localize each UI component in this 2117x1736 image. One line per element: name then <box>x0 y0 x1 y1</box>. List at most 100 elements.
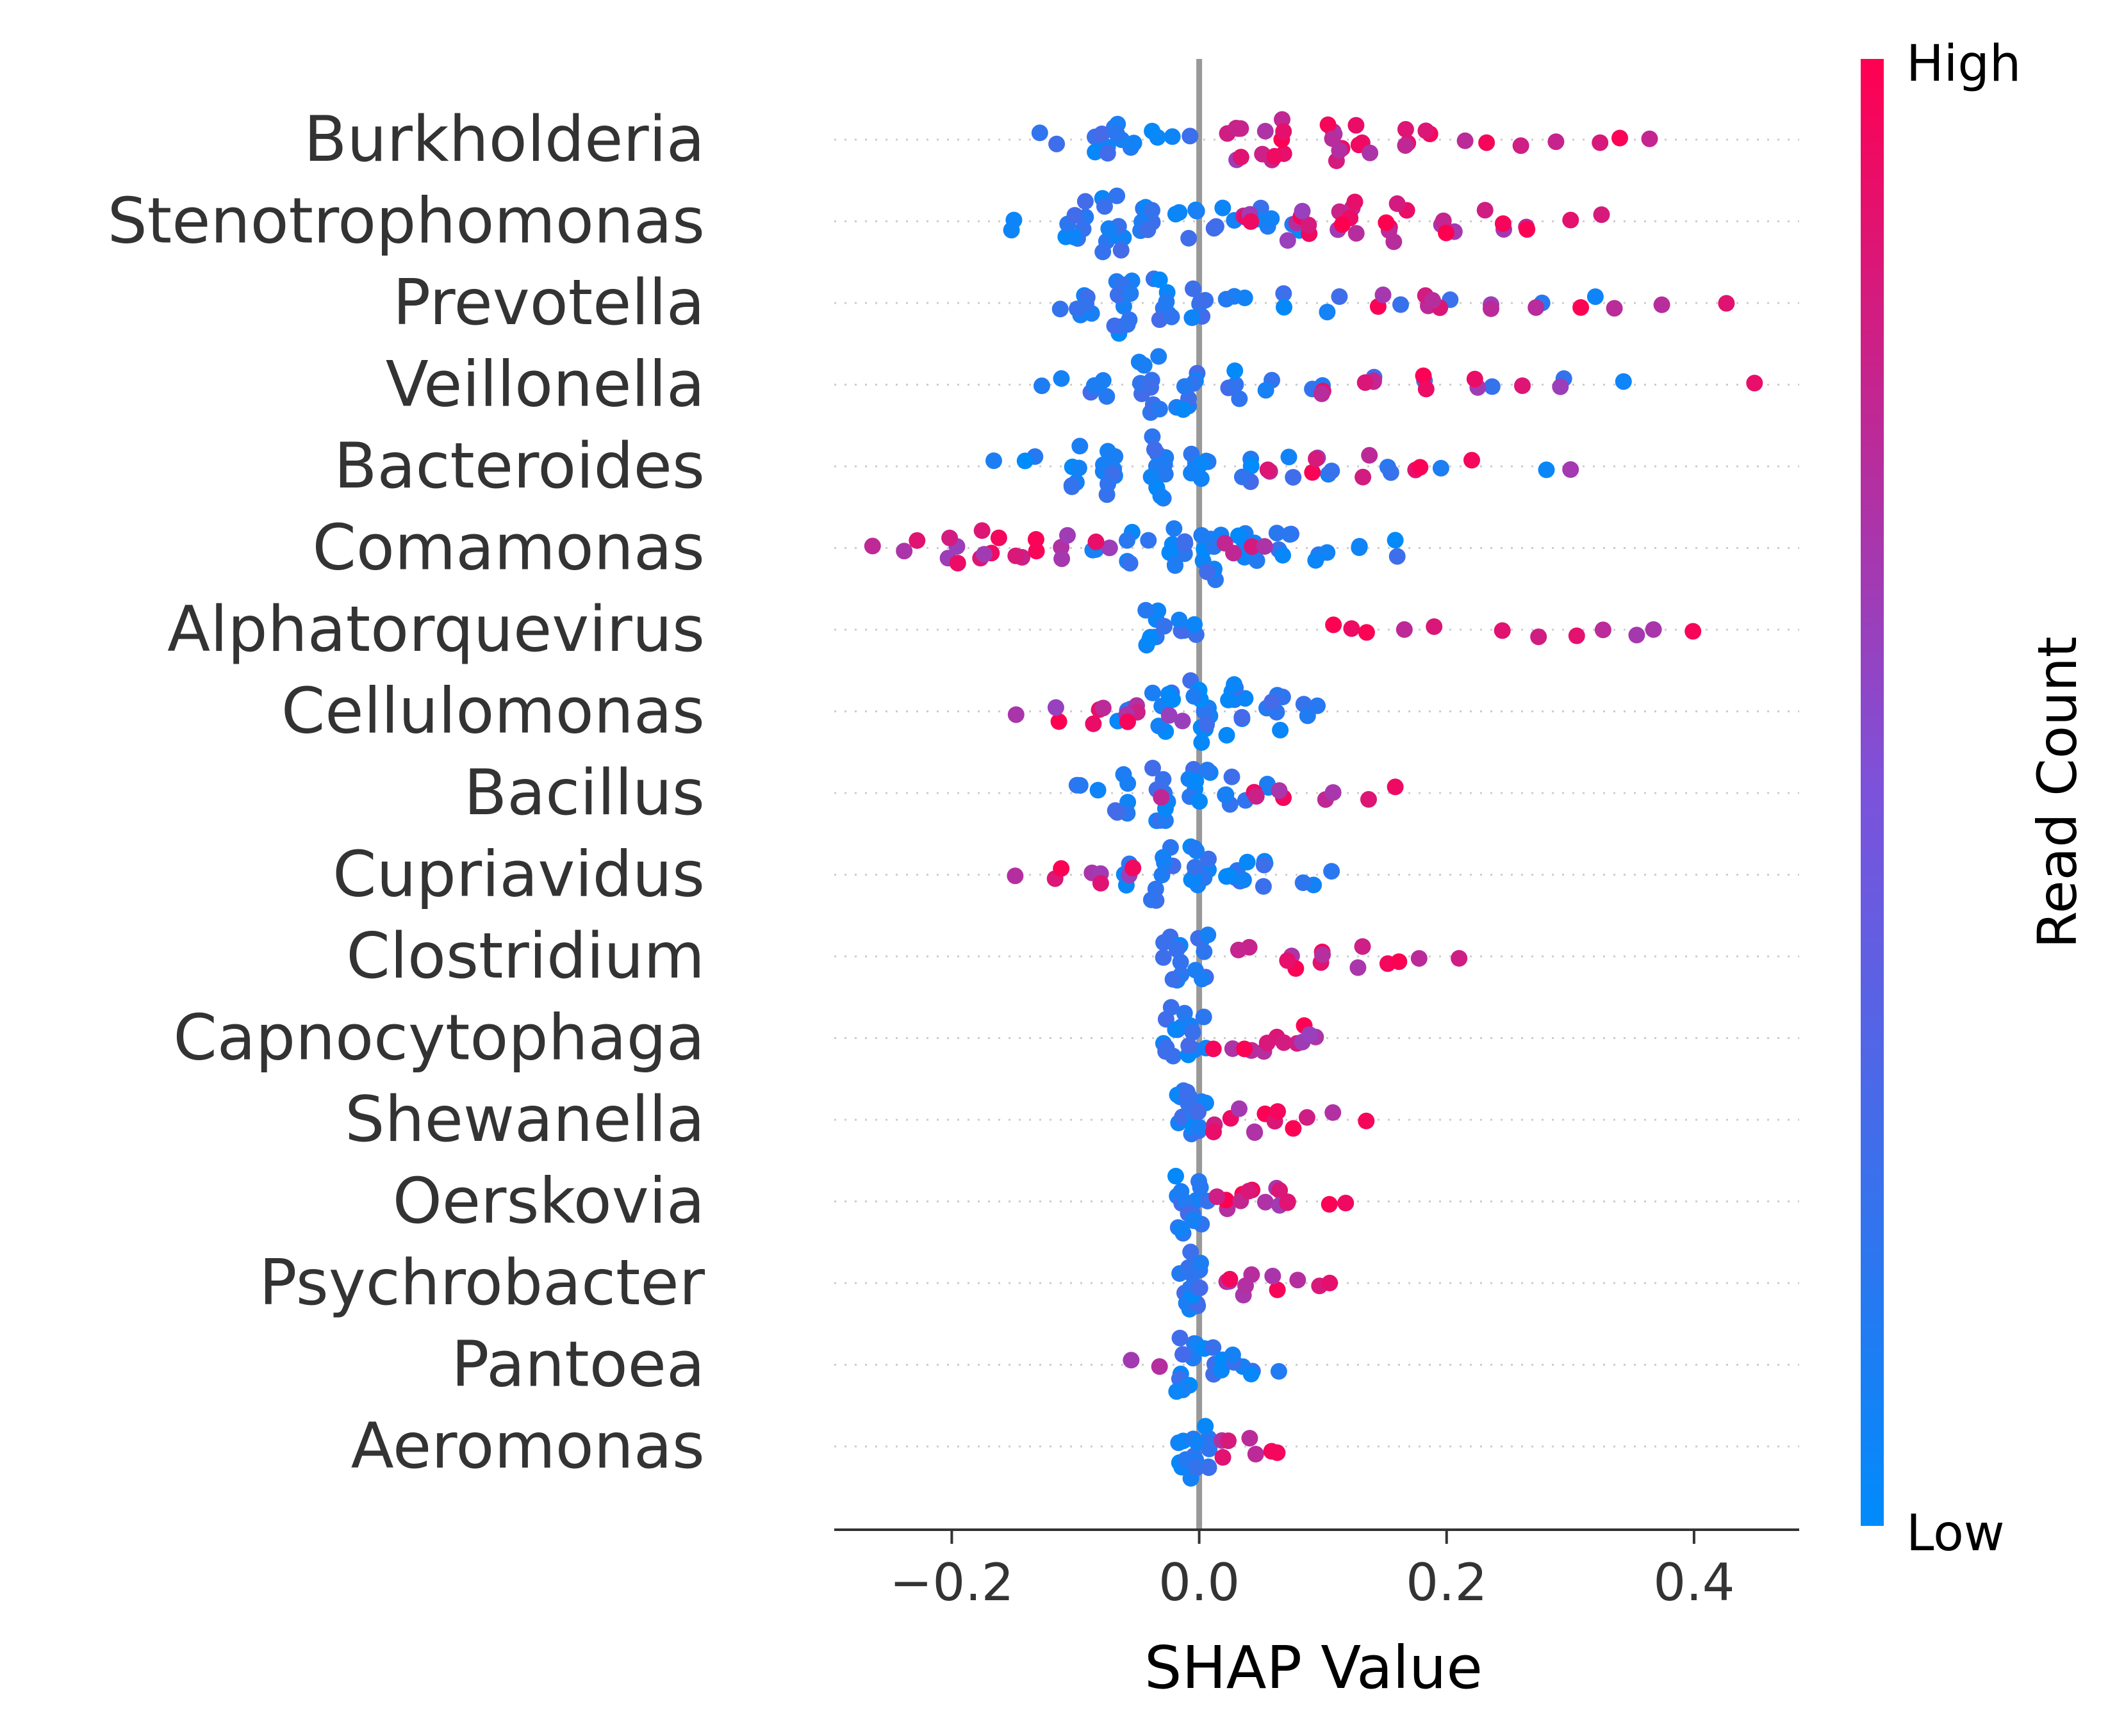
shap-point <box>1059 527 1076 544</box>
shap-point <box>1098 388 1116 405</box>
shap-point <box>1323 863 1340 880</box>
shap-point <box>1155 934 1173 951</box>
feature-label: Veillonella <box>386 348 705 422</box>
shap-point <box>1112 242 1130 259</box>
shap-point <box>1259 461 1276 479</box>
shap-point <box>1078 295 1094 313</box>
shap-point <box>1199 926 1217 944</box>
shap-point <box>1304 464 1321 481</box>
shap-point <box>1164 128 1181 145</box>
feature-label: Burkholderia <box>304 103 705 176</box>
shap-point <box>1417 381 1435 398</box>
colorbar-low-label: Low <box>1906 1505 2005 1562</box>
shap-point <box>1248 552 1265 569</box>
shap-point <box>1167 1168 1184 1184</box>
feature-points <box>1155 999 1324 1065</box>
feature-points <box>1137 602 1702 654</box>
shap-point <box>1093 126 1110 142</box>
shap-point <box>1190 1173 1207 1190</box>
shap-point <box>1562 461 1579 478</box>
shap-point <box>1221 1270 1239 1288</box>
shap-point <box>1233 708 1251 726</box>
shap-point <box>1319 304 1336 321</box>
shap-point <box>1346 193 1363 211</box>
feature-label: Clostridium <box>346 920 705 993</box>
shap-point <box>1150 717 1167 735</box>
feature-label: Prevotella <box>393 266 705 340</box>
shap-point <box>1385 233 1403 250</box>
shap-point <box>1190 1103 1207 1120</box>
shap-point <box>1197 1418 1214 1435</box>
shap-point <box>990 529 1007 546</box>
shap-point <box>1173 1220 1190 1238</box>
shap-point <box>1263 210 1280 227</box>
shap-point <box>1007 706 1025 723</box>
feature-points <box>1155 926 1468 989</box>
feature-label: Cupriavidus <box>333 839 705 912</box>
shap-point <box>1276 299 1292 316</box>
feature-label: Comamonas <box>312 512 705 585</box>
shap-point <box>1463 452 1480 469</box>
shap-point <box>1214 199 1231 217</box>
shap-point <box>1239 853 1256 871</box>
shap-point <box>1592 134 1609 151</box>
shap-point <box>1438 224 1454 242</box>
shap-point <box>1186 840 1203 856</box>
shap-point <box>1141 631 1158 648</box>
shap-point <box>1271 782 1288 799</box>
shap-point <box>1192 1254 1209 1272</box>
shap-point <box>1174 401 1192 418</box>
feature-points <box>985 428 1579 507</box>
shap-point <box>1309 697 1326 714</box>
shap-point <box>1294 202 1311 220</box>
feature-points <box>1007 672 1326 751</box>
shap-point <box>1281 526 1298 543</box>
feature-label: Oerskovia <box>393 1165 705 1238</box>
shap-point <box>1218 868 1235 885</box>
shap-point <box>1240 1183 1257 1200</box>
shap-point <box>1149 602 1167 619</box>
shap-point <box>1100 475 1116 493</box>
x-tick-label: 0.2 <box>1406 1553 1487 1612</box>
shap-point <box>1483 300 1499 317</box>
shap-point <box>1076 193 1094 210</box>
shap-point <box>1106 317 1123 334</box>
shap-point <box>1313 385 1330 402</box>
x-tick-label: −0.2 <box>889 1553 1014 1612</box>
shap-point <box>1220 691 1237 708</box>
feature-label: Aeromonas <box>351 1410 705 1483</box>
feature-labels: Burkholderia Stenotrophomonas Prevotella Ve… <box>108 103 705 1483</box>
shap-point <box>1163 308 1180 325</box>
shap-point <box>1171 204 1188 221</box>
shap-points <box>864 111 1763 1487</box>
feature-label: Psychrobacter <box>259 1247 705 1320</box>
feature-points <box>864 520 1406 589</box>
shap-point <box>1270 1363 1287 1380</box>
shap-point <box>1568 627 1585 644</box>
shap-point <box>1232 149 1249 166</box>
shap-point <box>1144 428 1161 445</box>
shap-point <box>941 529 959 546</box>
shap-point <box>1519 221 1536 238</box>
feature-points <box>1171 1243 1339 1318</box>
shap-point <box>1483 378 1501 395</box>
shap-point <box>1269 1281 1286 1298</box>
shap-point <box>1321 1196 1338 1213</box>
shap-point <box>1530 628 1547 646</box>
shap-point <box>1182 127 1199 145</box>
shap-point <box>1237 690 1254 707</box>
shap-point <box>1099 145 1116 162</box>
shap-point <box>1397 120 1414 138</box>
shap-point <box>1294 874 1312 891</box>
shap-point <box>1362 144 1379 161</box>
shap-point <box>1390 953 1408 970</box>
shap-point <box>1108 804 1126 821</box>
shap-point <box>1200 1459 1217 1477</box>
shap-point <box>1231 390 1248 407</box>
shap-point <box>1171 1329 1189 1347</box>
shap-point <box>1264 1268 1281 1284</box>
shap-point <box>1235 871 1252 888</box>
shap-point <box>1199 563 1216 580</box>
feature-rows <box>834 138 1799 1448</box>
shap-point <box>1144 202 1160 219</box>
